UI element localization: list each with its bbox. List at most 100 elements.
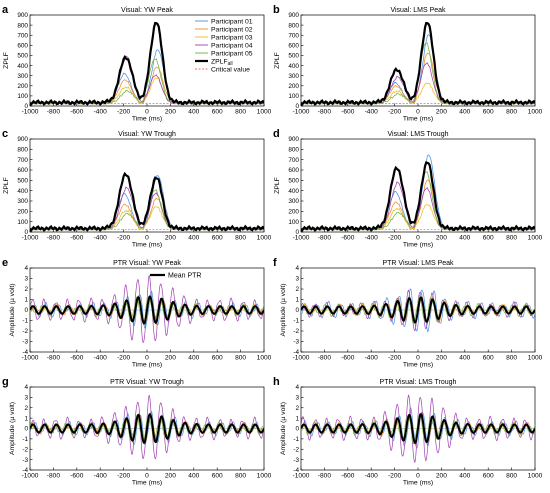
x-tick-label: -400 [94, 235, 108, 242]
y-tick-label: 200 [17, 209, 28, 216]
x-tick-label: 200 [436, 109, 447, 116]
x-tick-label: 1000 [528, 355, 543, 362]
chart-panel-g: g PTR Visual: YW Trough-1000 -800 -600 -400-… [2, 376, 272, 487]
x-tick-label: 600 [483, 473, 494, 480]
x-axis-label: Time (ms) [403, 116, 433, 123]
x-tick-label: 400 [459, 235, 470, 242]
panel-letter: h [273, 376, 280, 388]
x-tick-label: -200 [117, 355, 131, 362]
y-tick-label: 0 [295, 426, 299, 433]
y-tick-label: 500 [288, 53, 299, 60]
x-axis-label: Time (ms) [132, 362, 162, 369]
x-tick-label: 0 [416, 235, 420, 242]
y-tick-label: 900 [288, 12, 299, 19]
chart-panel-b: b Visual: LMS Peak -1000 -800 -600 -400 -200 0 2… [273, 4, 543, 123]
y-tick-label: 100 [17, 93, 28, 100]
legend-label: Participant 03 [211, 34, 253, 41]
x-axis-label: Time (ms) [132, 116, 162, 123]
x-tick-label: 800 [506, 109, 517, 116]
plot-area [301, 21, 535, 106]
x-tick-label: -200 [117, 235, 131, 242]
chart-panel-h: h PTR Visual: LMS Trough-1000 -800 -600 -400… [273, 376, 543, 487]
participant-line [30, 186, 264, 231]
y-tick-label: 900 [17, 136, 28, 143]
x-tick-label: 1000 [528, 109, 543, 116]
x-tick-label: -800 [47, 473, 61, 480]
y-tick-label: 800 [17, 22, 28, 29]
x-tick-label: -600 [70, 473, 84, 480]
x-tick-label: 200 [165, 355, 176, 362]
y-tick-label: 500 [17, 178, 28, 185]
y-tick-label: -2 [293, 446, 299, 453]
y-tick-label: 0 [295, 103, 299, 110]
x-tick-label: 200 [165, 235, 176, 242]
y-tick-label: 2 [295, 405, 299, 412]
x-tick-label: -800 [47, 235, 61, 242]
mean-ptr-line [30, 295, 264, 325]
x-tick-label: -200 [388, 235, 402, 242]
x-tick-label: -600 [341, 109, 355, 116]
y-tick-label: 1 [295, 415, 299, 422]
x-tick-label: -1000 [293, 473, 310, 480]
y-tick-label: 600 [288, 43, 299, 50]
legend-ptr: Mean PTR [150, 273, 201, 280]
legend-subscript: all [228, 61, 233, 67]
legend-label: Participant 01 [211, 18, 253, 25]
panel-letter: b [273, 4, 280, 16]
y-tick-label: 600 [17, 43, 28, 50]
y-tick-label: 0 [24, 229, 28, 236]
y-tick-label: -3 [293, 457, 299, 464]
legend-item: ZPLFall [195, 58, 233, 67]
x-tick-label: 400 [188, 355, 199, 362]
legend-label: Participant 02 [211, 26, 253, 33]
panel-letter: c [2, 128, 8, 140]
x-tick-label: 200 [436, 235, 447, 242]
legend-item: Participant 05 [195, 50, 253, 57]
x-tick-label: -200 [117, 109, 131, 116]
y-tick-label: 700 [17, 157, 28, 164]
chart-title: PTR Visual: YW Trough [110, 379, 184, 386]
y-tick-label: 1 [24, 415, 28, 422]
panel-letter: d [273, 128, 280, 140]
x-tick-label: 800 [235, 235, 246, 242]
x-tick-label: 1000 [528, 473, 543, 480]
y-tick-label: -1 [293, 436, 299, 443]
chart-panel-c: c Visual: YW Trough -1000 -800 -600 -400 -200 0… [2, 128, 272, 249]
x-tick-label: 400 [188, 109, 199, 116]
y-tick-label: 900 [288, 136, 299, 143]
x-tick-label: 0 [416, 109, 420, 116]
x-tick-label: -1000 [22, 473, 39, 480]
x-tick-label: 400 [188, 235, 199, 242]
x-tick-label: 600 [483, 109, 494, 116]
y-tick-label: 3 [24, 276, 28, 283]
x-tick-label: -400 [365, 473, 379, 480]
y-tick-label: 400 [288, 188, 299, 195]
legend-item: Critical value [195, 66, 250, 73]
x-tick-label: -600 [70, 235, 84, 242]
chart-title: PTR Visual: YW Peak [113, 260, 181, 267]
chart-title: Visual: YW Trough [118, 131, 176, 138]
participant-line [301, 394, 535, 463]
x-tick-label: -800 [318, 473, 332, 480]
x-tick-label: 0 [145, 109, 149, 116]
x-tick-label: -1000 [293, 109, 310, 116]
panel-letter: g [2, 376, 9, 388]
y-tick-label: 2 [24, 405, 28, 412]
x-tick-label: -800 [318, 109, 332, 116]
y-axis-label: Amplitude (µ volt) [280, 402, 287, 455]
participant-line [301, 34, 535, 105]
x-tick-label: 400 [188, 473, 199, 480]
y-axis-label: Amplitude (µ volt) [280, 283, 287, 336]
x-tick-label: 0 [416, 355, 420, 362]
y-tick-label: 700 [288, 32, 299, 39]
y-tick-label: 400 [17, 63, 28, 70]
x-tick-label: -1000 [293, 235, 310, 242]
chart-panel-d: d Visual: LMS Trough -1000 -800 -600 -400 -200… [273, 128, 543, 249]
x-tick-label: -600 [70, 355, 84, 362]
y-tick-label: 800 [288, 22, 299, 29]
y-tick-label: 2 [24, 286, 28, 293]
legend-item: Participant 02 [195, 26, 253, 33]
x-tick-label: -600 [341, 473, 355, 480]
plot-area [30, 274, 264, 343]
